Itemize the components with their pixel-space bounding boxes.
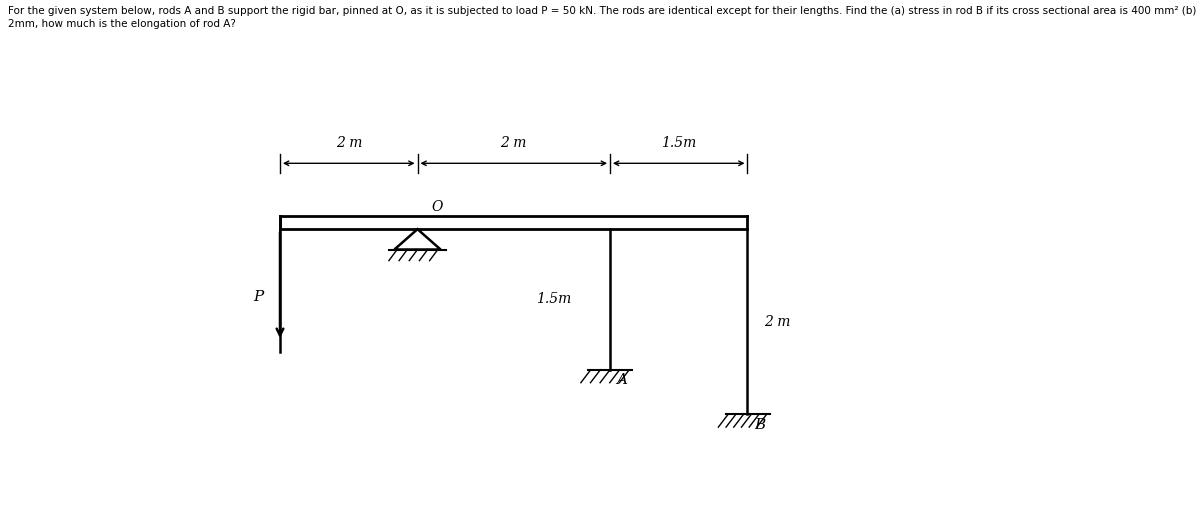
Text: 2 m: 2 m	[336, 136, 362, 150]
Text: 1.5m: 1.5m	[536, 292, 571, 307]
Text: A: A	[617, 374, 628, 387]
Text: For the given system below, rods A and B support the rigid bar, pinned at O, as : For the given system below, rods A and B…	[8, 6, 1200, 16]
Text: 2mm, how much is the elongation of rod A?: 2mm, how much is the elongation of rod A…	[8, 19, 236, 29]
Text: P: P	[253, 290, 263, 304]
Text: B: B	[754, 418, 766, 432]
Text: 2 m: 2 m	[764, 315, 791, 329]
Text: O: O	[431, 200, 443, 214]
Text: 1.5m: 1.5m	[661, 136, 696, 150]
Text: 2 m: 2 m	[500, 136, 527, 150]
